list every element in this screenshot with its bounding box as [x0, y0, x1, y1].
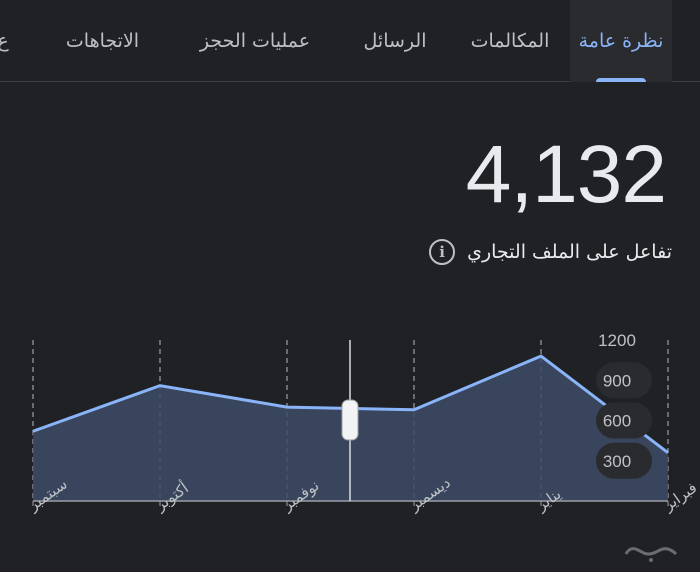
cursor-handle	[341, 399, 359, 441]
interactions-total: 4,132	[465, 129, 667, 220]
y-tick-label: 600	[603, 412, 631, 431]
tab-calls[interactable]: المكالمات	[455, 0, 565, 82]
y-tick-label: 300	[603, 452, 631, 471]
active-tab-indicator	[596, 78, 646, 82]
tab-bar: نظرة عامة المكالمات الرسائل عمليات الحجز…	[0, 0, 700, 82]
metric-label: تفاعل على الملف التجاري	[467, 241, 672, 263]
y-tick-pill	[596, 402, 652, 439]
haraj-watermark	[624, 547, 678, 562]
tab-label: الرسائل	[363, 30, 427, 52]
info-icon[interactable]: i	[429, 239, 456, 265]
y-tick-label: 1200	[598, 331, 636, 350]
tab-label: ع	[0, 30, 9, 52]
tab-trends[interactable]: الاتجاهات	[40, 0, 165, 82]
tab-label: نظرة عامة	[578, 30, 664, 52]
tab-label: عمليات الحجز	[199, 30, 311, 52]
tab-messages[interactable]: الرسائل	[340, 0, 450, 82]
y-tick-pill	[596, 362, 652, 399]
tab-overview[interactable]: نظرة عامة	[570, 0, 672, 82]
tab-bookings[interactable]: عمليات الحجز	[180, 0, 330, 82]
y-tick-label: 900	[603, 371, 631, 390]
tab-more[interactable]: ع	[0, 0, 12, 82]
tab-label: المكالمات	[470, 30, 550, 52]
tab-label: الاتجاهات	[65, 30, 140, 52]
metric-label-row: تفاعل على الملف التجاري i	[429, 236, 672, 268]
y-tick-pill	[596, 442, 652, 479]
